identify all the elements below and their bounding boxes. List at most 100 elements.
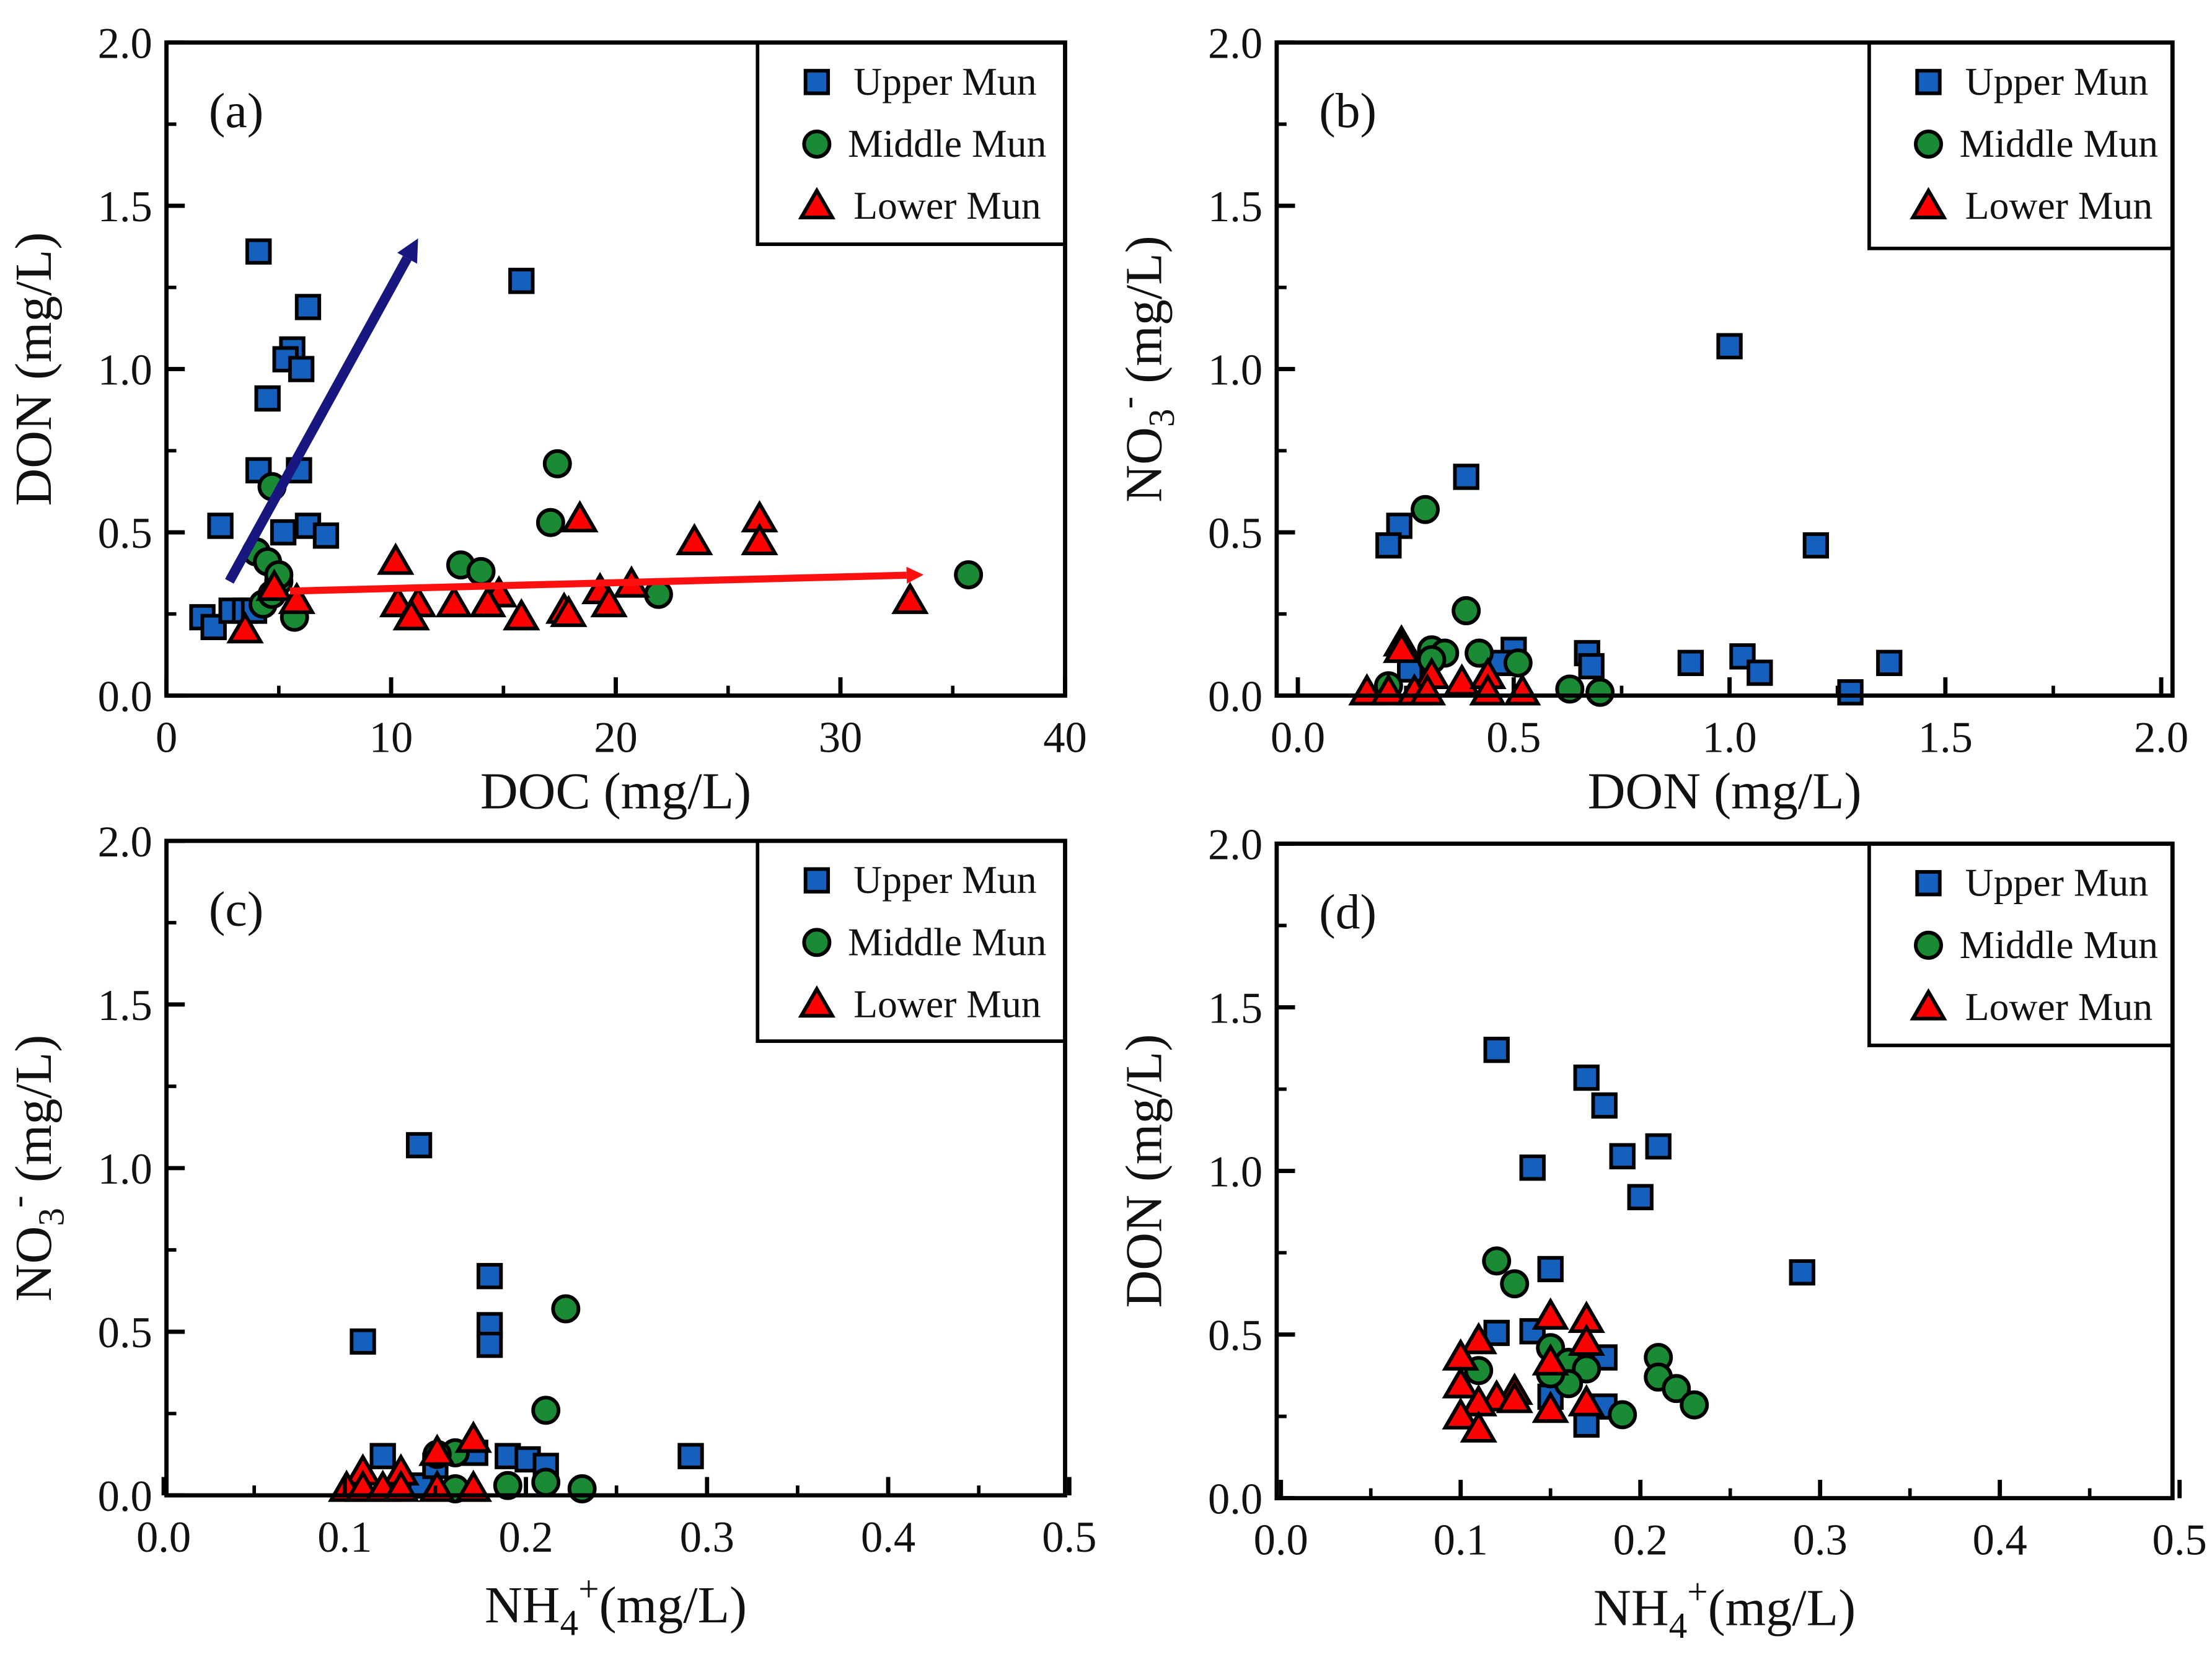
data-point-triangle xyxy=(226,611,264,644)
x-tick-label: 0.2 xyxy=(1613,1516,1668,1565)
x-tick-label: 40 xyxy=(1043,714,1087,762)
x-axis-title: DON (mg/L) xyxy=(1588,763,1862,820)
legend: Upper Mun Middle Mun Lower Mun xyxy=(756,840,1065,1043)
data-point-triangle xyxy=(676,522,713,556)
legend-label: Lower Mun xyxy=(853,183,1041,227)
data-point-triangle xyxy=(1504,673,1541,706)
panel-label: (a) xyxy=(209,84,263,138)
data-point-circle xyxy=(1555,674,1585,704)
legend-label: Middle Mun xyxy=(1960,121,2158,165)
data-point-circle xyxy=(493,1471,522,1500)
data-point-triangle xyxy=(278,581,315,614)
x-axis-title-base: DON xyxy=(1588,763,1701,820)
x-axis-title-base: DOC xyxy=(480,763,591,820)
legend-marker-square xyxy=(803,867,831,894)
data-point-square xyxy=(245,238,272,265)
data-point-triangle xyxy=(503,598,540,631)
legend: Upper Mun Middle Mun Lower Mun xyxy=(1867,843,2173,1047)
data-point-triangle xyxy=(377,542,415,575)
data-point-triangle xyxy=(469,585,507,618)
legend-label: Lower Mun xyxy=(1965,183,2153,227)
y-axis-title-superscript: - xyxy=(0,1195,38,1208)
data-point-square xyxy=(1519,1154,1546,1181)
y-tick-label: 0.0 xyxy=(98,673,152,721)
series-middle-mun xyxy=(1464,1246,1709,1430)
y-tick-label: 0.0 xyxy=(98,1472,152,1521)
data-point-square xyxy=(1729,643,1756,670)
x-axis-title-unit: (mg/L) xyxy=(599,1576,747,1634)
y-axis-title-superscript: - xyxy=(1107,397,1148,409)
data-point-triangle xyxy=(590,585,628,618)
legend-label: Upper Mun xyxy=(1965,861,2149,905)
x-tick-label: 0.2 xyxy=(498,1513,553,1562)
x-axis-title-subscript: 4 xyxy=(560,1602,579,1643)
data-point-circle xyxy=(1500,1269,1530,1299)
trend-arrow-head xyxy=(397,238,418,264)
data-point-square xyxy=(1375,532,1402,559)
data-point-square xyxy=(1578,653,1605,680)
y-axis-title: DON (mg/L) xyxy=(1115,1034,1173,1308)
data-point-circle xyxy=(1411,495,1440,524)
data-point-square xyxy=(207,512,234,539)
plot-frame xyxy=(1274,40,2175,698)
legend-label: Lower Mun xyxy=(1965,985,2153,1029)
x-tick-label: 0.4 xyxy=(1973,1516,2027,1565)
legend-marker-square xyxy=(1915,69,1942,95)
data-point-square xyxy=(312,522,340,549)
data-point-square xyxy=(1837,679,1864,706)
data-point-triangle xyxy=(255,568,293,601)
y-tick-label: 0.0 xyxy=(1208,673,1262,721)
x-tick-label: 0.5 xyxy=(1042,1513,1096,1562)
panel-d: 0.0 0.1 0.2 0.3 0.4 0.50.00.51.01.52.0NH4+(mg… xyxy=(1115,821,2206,1646)
legend-border xyxy=(756,840,1065,1043)
data-point-circle xyxy=(551,1294,581,1324)
data-point-square xyxy=(1876,649,1903,676)
x-tick-label: 0.4 xyxy=(861,1513,915,1562)
y-tick-label: 1.5 xyxy=(98,183,152,231)
data-point-triangle xyxy=(1460,1410,1497,1443)
data-point-triangle xyxy=(454,1420,492,1453)
panel-c: 0.0 0.1 0.2 0.3 0.4 0.50.00.51.01.52.0NH4+(mg… xyxy=(0,818,1096,1643)
data-point-square xyxy=(1453,464,1479,490)
x-axis-title: NH4+(mg/L) xyxy=(1593,1571,1856,1646)
series-middle-mun xyxy=(422,1294,597,1503)
legend-label: Upper Mun xyxy=(853,858,1037,902)
trend-arrow-line xyxy=(225,255,412,584)
y-tick-label: 0.5 xyxy=(98,1309,152,1357)
data-point-square xyxy=(1483,1036,1510,1063)
series-upper-mun xyxy=(350,1132,704,1499)
legend-border xyxy=(756,42,1065,246)
series-lower-mun xyxy=(1442,1297,1605,1443)
y-axis-title-base: NO xyxy=(1115,427,1173,503)
y-axis-title-base: NO xyxy=(5,1226,63,1302)
data-point-triangle xyxy=(550,594,588,627)
x-axis-title: NH4+(mg/L) xyxy=(485,1568,747,1643)
y-axis-title: NO3- (mg/L) xyxy=(0,1035,71,1301)
x-tick-label: 0.0 xyxy=(1254,1516,1308,1565)
data-point-triangle xyxy=(1460,1322,1497,1355)
x-tick-label: 0 xyxy=(156,714,177,762)
data-point-square xyxy=(1716,333,1743,359)
data-point-circle xyxy=(531,1396,561,1425)
x-axis-title-unit: (mg/L) xyxy=(591,763,752,820)
data-point-triangle xyxy=(1383,630,1421,663)
legend-marker-triangle xyxy=(1910,988,1947,1021)
data-point-square xyxy=(677,1443,704,1469)
data-point-circle xyxy=(643,579,673,609)
x-tick-label: 10 xyxy=(369,714,413,762)
x-tick-label: 0.3 xyxy=(680,1513,734,1562)
legend-marker-circle xyxy=(802,928,832,957)
y-axis-title-unit: (mg/L) xyxy=(1115,235,1173,397)
y-tick-label: 2.0 xyxy=(1208,20,1262,68)
legend-label: Middle Mun xyxy=(848,121,1046,165)
x-tick-label: 30 xyxy=(819,714,863,762)
y-tick-label: 2.0 xyxy=(98,20,152,68)
data-point-square xyxy=(405,1132,433,1159)
legend-border xyxy=(1867,843,2173,1047)
data-point-triangle xyxy=(1531,1297,1569,1330)
data-point-square xyxy=(1573,1064,1600,1091)
panel-label: (c) xyxy=(209,882,263,937)
legend-label: Middle Mun xyxy=(1960,923,2158,967)
data-point-triangle xyxy=(741,522,778,556)
data-point-square xyxy=(1747,659,1773,686)
